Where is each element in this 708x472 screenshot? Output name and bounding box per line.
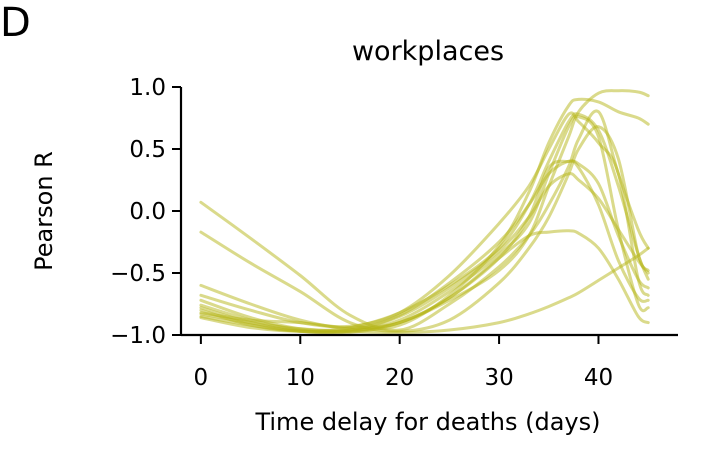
y-tick-label: 1.0 [129, 75, 166, 101]
panel-label: D [0, 0, 31, 46]
x-tick-label: 40 [584, 365, 613, 391]
y-tick-label: 0.5 [129, 137, 166, 163]
y-tick-label: −1.0 [110, 323, 166, 349]
y-tick-label: 0.0 [129, 199, 166, 225]
axes: −1.0 −0.5 0.0 0.5 1.0 0 10 20 30 40 [110, 75, 678, 391]
series-line-12 [199, 112, 650, 333]
x-tick-label: 10 [286, 365, 315, 391]
series-line-2 [199, 125, 650, 333]
x-tick-label: 30 [484, 365, 513, 391]
x-tick-label: 0 [194, 365, 209, 391]
chart-title: workplaces [352, 36, 504, 67]
y-axis-label: Pearson R [30, 151, 58, 271]
x-tick-label: 20 [385, 365, 414, 391]
plot-lines [199, 89, 650, 335]
y-tick-label: −0.5 [110, 261, 166, 287]
x-axis-label: Time delay for deaths (days) [254, 408, 600, 436]
